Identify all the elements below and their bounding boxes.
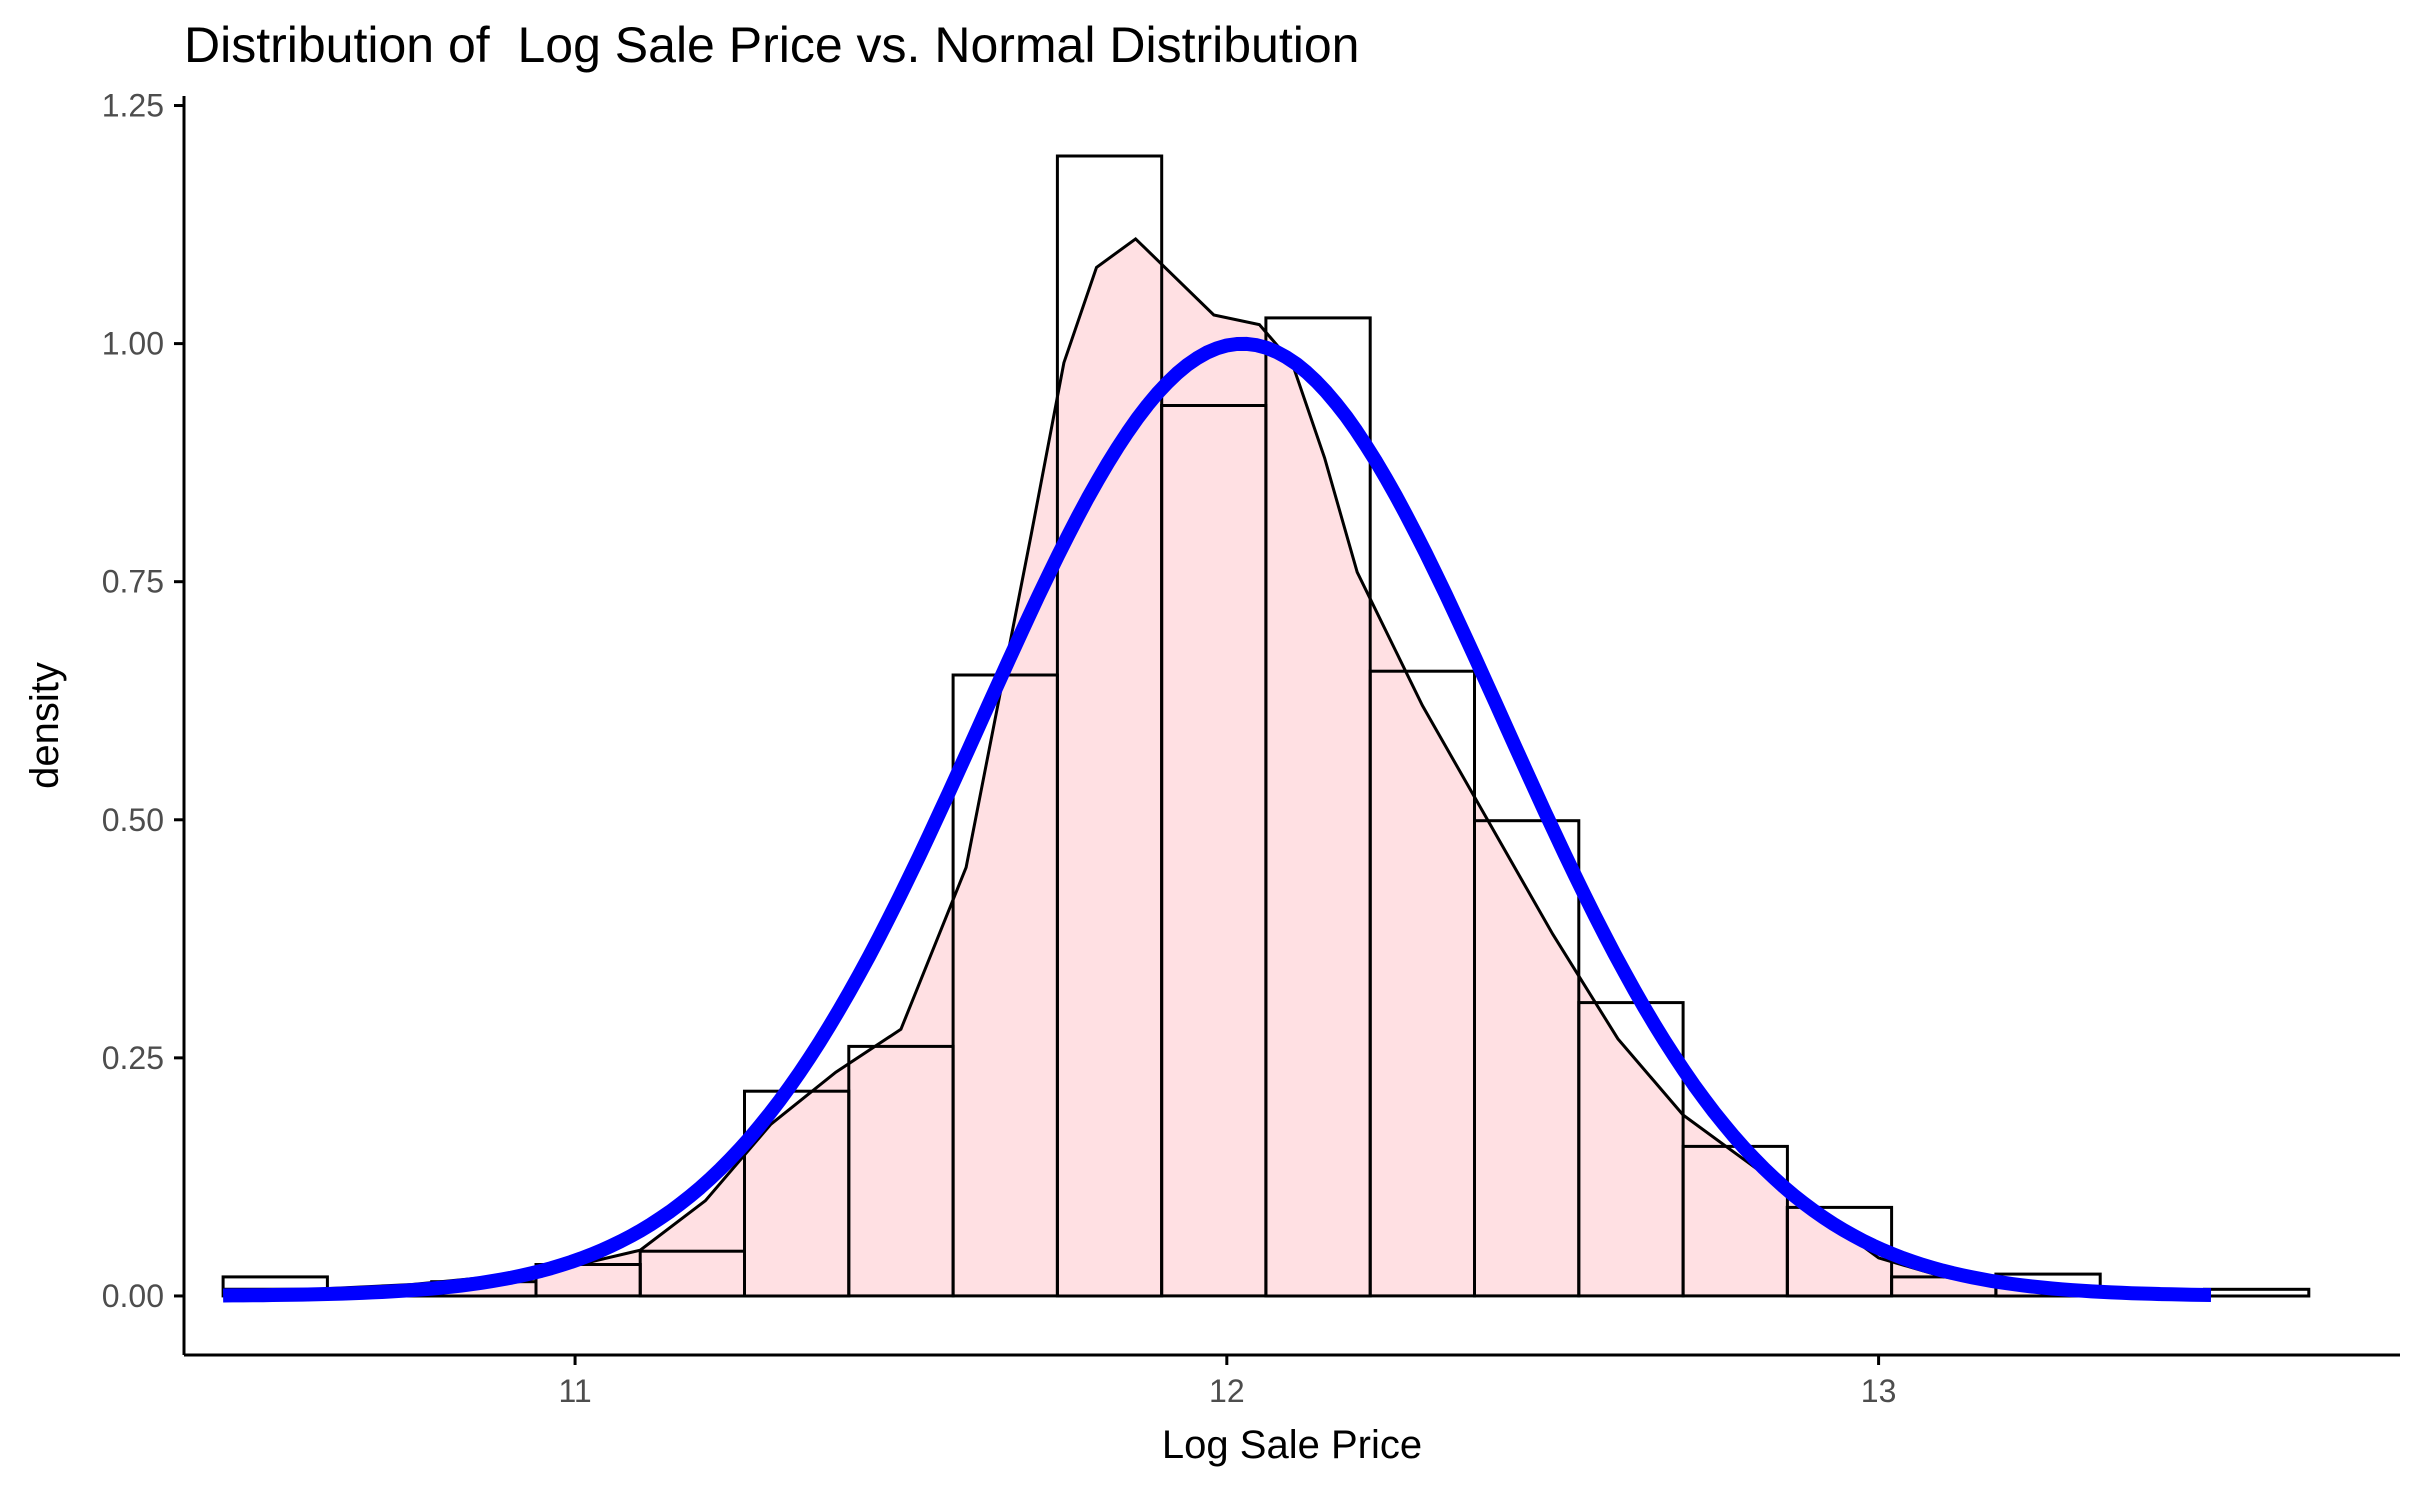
y-tick-label: 0.25 (102, 1040, 164, 1076)
axes (182, 96, 2400, 1357)
x-tick-label: 12 (1209, 1373, 1245, 1409)
x-tick-label: 13 (1861, 1373, 1897, 1409)
y-tick-label: 1.25 (102, 88, 164, 124)
y-tick-label: 0.50 (102, 802, 164, 838)
chart-title: Distribution of Log Sale Price vs. Norma… (184, 17, 1360, 73)
tick-marks: 0.00 0.25 0.50 0.75 1.00 1.25 11 12 13 (102, 88, 1897, 1409)
x-tick-label: 11 (558, 1373, 591, 1409)
histogram-bar (2203, 1287, 2311, 1298)
normal-distribution-curve (223, 336, 2212, 1303)
y-tick-label: 0.00 (102, 1278, 164, 1314)
histogram-bars (221, 154, 2311, 1298)
x-axis-title: Log Sale Price (1162, 1423, 1422, 1467)
curve-layer (223, 236, 2212, 1303)
y-axis-title: density (23, 662, 67, 789)
y-tick-label: 0.75 (102, 564, 164, 600)
density-area-fill (223, 238, 2205, 1296)
y-tick-label: 1.00 (102, 326, 164, 362)
